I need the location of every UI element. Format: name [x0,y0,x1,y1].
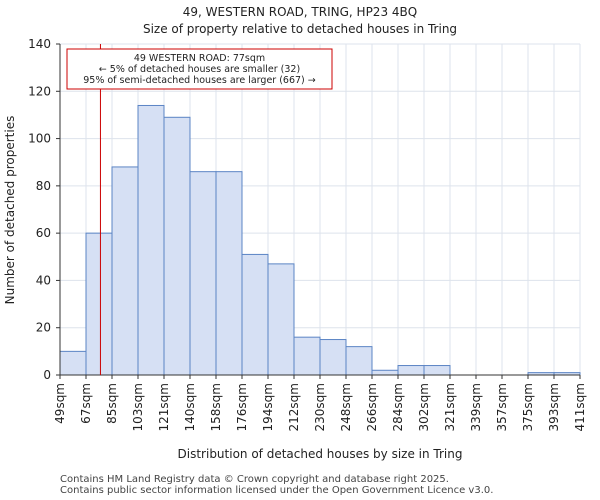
annotation-line: ← 5% of detached houses are smaller (32) [99,64,300,75]
histogram-bar [397,365,425,376]
histogram-bar [345,346,373,376]
x-tick-label: 140sqm [183,383,197,431]
chart-title: 49, WESTERN ROAD, TRING, HP23 4BQ [182,5,418,19]
axis-layer: 0 20 40 60 80 100 120 140 49sqm 67sqm 85sqm 103sqm 1… [28,37,587,431]
histogram-bar [163,116,191,376]
x-tick-label: 375sqm [521,383,535,431]
histogram-bar [111,166,139,376]
x-tick-label: 302sqm [417,383,431,431]
annotation-line: 95% of semi-detached houses are larger (… [83,75,316,86]
histogram-bar [293,336,321,376]
x-tick-label: 248sqm [339,383,353,431]
annotation-frame [66,48,333,90]
x-tick-label: 321sqm [443,383,457,431]
y-tick-label: 100 [28,132,51,146]
histogram-bar [423,365,451,376]
y-tick-label: 80 [36,179,51,193]
histogram-bar [241,253,269,376]
x-tick-label: 49sqm [53,383,67,424]
x-tick-label: 158sqm [209,383,223,431]
x-tick-label: 103sqm [131,383,145,431]
y-axis-label: Number of detached properties [3,116,17,305]
annotation-line: 49 WESTERN ROAD: 77sqm [134,53,265,64]
x-tick-label: 212sqm [287,383,301,431]
footer-licence: Contains public sector information licen… [60,485,494,496]
x-tick-label: 230sqm [313,383,327,431]
x-tick-label: 284sqm [391,383,405,431]
x-tick-label: 121sqm [157,383,171,431]
histogram-bar [319,339,347,376]
y-tick-label: 40 [36,273,51,287]
histogram-bar [137,104,165,376]
histogram-bar [215,171,243,376]
x-tick-label: 67sqm [79,383,93,424]
y-tick-label: 140 [28,37,51,51]
x-tick-label: 194sqm [261,383,275,431]
x-axis-label: Distribution of detached houses by size … [178,447,463,461]
x-tick-label: 339sqm [469,383,483,431]
histogram-bar [189,171,217,376]
y-tick-label: 0 [43,368,51,382]
bar-layer [59,104,581,376]
x-tick-label: 357sqm [495,383,509,431]
histogram-bar [85,232,113,376]
y-tick-label: 120 [28,84,51,98]
x-tick-label: 393sqm [547,383,561,431]
x-tick-label: 266sqm [365,383,379,431]
histogram-bar [371,369,399,376]
x-tick-label: 411sqm [573,383,587,431]
x-tick-label: 176sqm [235,383,249,431]
footer-copyright: Contains HM Land Registry data © Crown c… [60,474,449,485]
y-tick-label: 20 [36,321,51,335]
chart-subtitle: Size of property relative to detached ho… [142,22,458,36]
y-tick-label: 60 [36,226,51,240]
histogram-bar [267,263,295,376]
annotation-box: 49 WESTERN ROAD: 77sqm← 5% of detached h… [66,48,333,90]
x-tick-label: 85sqm [105,383,119,424]
histogram-bar [59,350,87,376]
